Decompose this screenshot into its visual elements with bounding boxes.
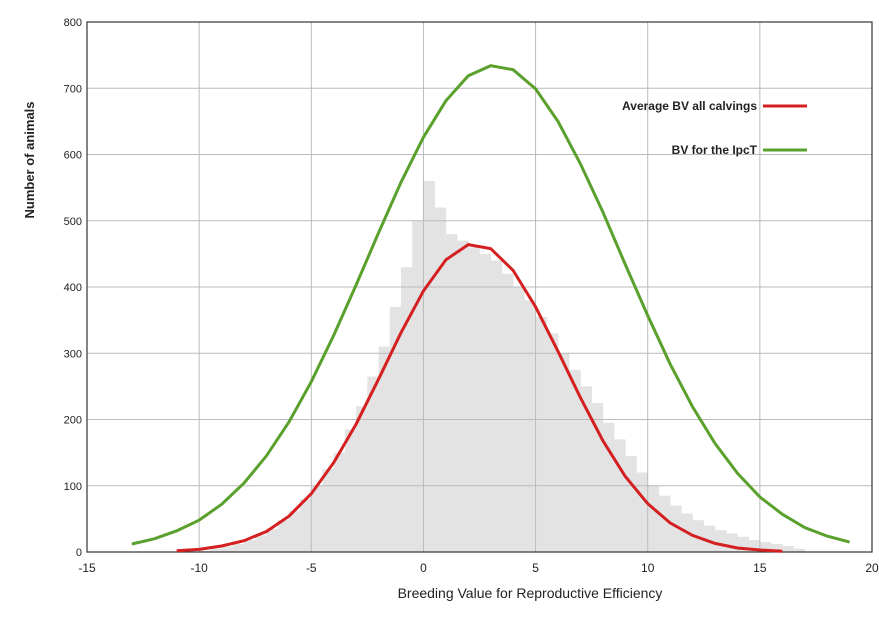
histogram-bar bbox=[288, 510, 301, 552]
x-tick-label: 20 bbox=[865, 561, 879, 575]
histogram-bar bbox=[647, 485, 660, 552]
histogram-bar bbox=[412, 220, 424, 552]
histogram-bar bbox=[715, 530, 727, 552]
y-tick-label: 600 bbox=[64, 150, 82, 162]
histogram-bar bbox=[333, 452, 346, 552]
y-tick-label: 500 bbox=[64, 216, 82, 228]
histogram-bar bbox=[703, 525, 716, 552]
histogram-bar bbox=[524, 300, 536, 552]
x-tick-label: -10 bbox=[190, 561, 208, 575]
y-tick-label: 0 bbox=[76, 547, 82, 559]
histogram-bar bbox=[479, 253, 492, 552]
histogram-bar bbox=[401, 267, 413, 552]
legend-label: Average BV all calvings bbox=[622, 99, 757, 113]
y-tick-label: 200 bbox=[64, 415, 82, 427]
x-tick-label: 0 bbox=[420, 561, 427, 575]
y-axis-label: Number of animals bbox=[22, 101, 37, 218]
legend-label: BV for the IpcT bbox=[672, 143, 758, 157]
histogram-bar bbox=[457, 240, 469, 552]
x-tick-label: -5 bbox=[306, 561, 317, 575]
plot-frame bbox=[86, 21, 873, 553]
y-tick-label: 400 bbox=[64, 282, 82, 294]
histogram-bar bbox=[569, 369, 581, 552]
x-tick-label: 10 bbox=[641, 561, 655, 575]
histogram-bar bbox=[356, 406, 368, 552]
histogram-bar bbox=[636, 472, 649, 552]
histogram-bar bbox=[434, 207, 447, 552]
histogram-bar bbox=[210, 548, 222, 552]
histogram-bar bbox=[759, 542, 772, 552]
histogram-bar bbox=[737, 536, 749, 552]
histogram-bar bbox=[793, 548, 806, 552]
x-axis-label: Breeding Value for Reproductive Efficien… bbox=[398, 585, 663, 601]
histogram-bar bbox=[244, 540, 256, 552]
histogram-bar bbox=[602, 422, 615, 552]
series-line bbox=[131, 64, 850, 546]
histogram-bar bbox=[423, 181, 435, 552]
y-tick-label: 700 bbox=[64, 83, 82, 95]
histogram-bar bbox=[771, 544, 783, 552]
histogram-bar bbox=[558, 353, 570, 552]
histogram-bar bbox=[277, 520, 290, 552]
histogram-bar bbox=[591, 402, 604, 552]
histogram-bar bbox=[468, 247, 480, 552]
histogram-bar bbox=[367, 376, 379, 552]
histogram-bar bbox=[221, 546, 234, 552]
y-tick-label: 800 bbox=[64, 17, 82, 29]
histogram-bar bbox=[726, 533, 738, 552]
x-tick-label: 15 bbox=[753, 561, 767, 575]
histogram-bar bbox=[445, 234, 458, 552]
histogram-bar bbox=[546, 333, 559, 552]
histogram-bar bbox=[490, 260, 503, 552]
histogram-bar bbox=[300, 499, 312, 552]
x-tick-label: -15 bbox=[78, 561, 96, 575]
histogram-bar bbox=[614, 439, 626, 552]
histogram-bar bbox=[232, 544, 245, 552]
histogram-bar bbox=[782, 546, 794, 552]
histogram-bar bbox=[535, 316, 548, 552]
histogram-bar bbox=[344, 429, 357, 552]
histogram-bar bbox=[255, 535, 267, 552]
x-tick-label: 5 bbox=[532, 561, 539, 575]
histogram-bar bbox=[658, 495, 671, 552]
histogram-bar bbox=[501, 273, 514, 552]
histogram-bar bbox=[311, 485, 323, 552]
y-tick-label: 100 bbox=[64, 481, 82, 493]
histogram-bar bbox=[266, 528, 278, 552]
histogram-bar bbox=[748, 540, 761, 552]
histogram-bar bbox=[625, 455, 637, 552]
y-tick-label: 300 bbox=[64, 348, 82, 360]
series-line bbox=[176, 243, 783, 553]
histogram-bar bbox=[580, 386, 592, 552]
histogram-bar bbox=[378, 346, 391, 552]
histogram-bar bbox=[322, 469, 335, 552]
histogram-bar bbox=[199, 550, 211, 552]
histogram-bar bbox=[389, 306, 402, 552]
histogram-bar bbox=[670, 505, 682, 552]
